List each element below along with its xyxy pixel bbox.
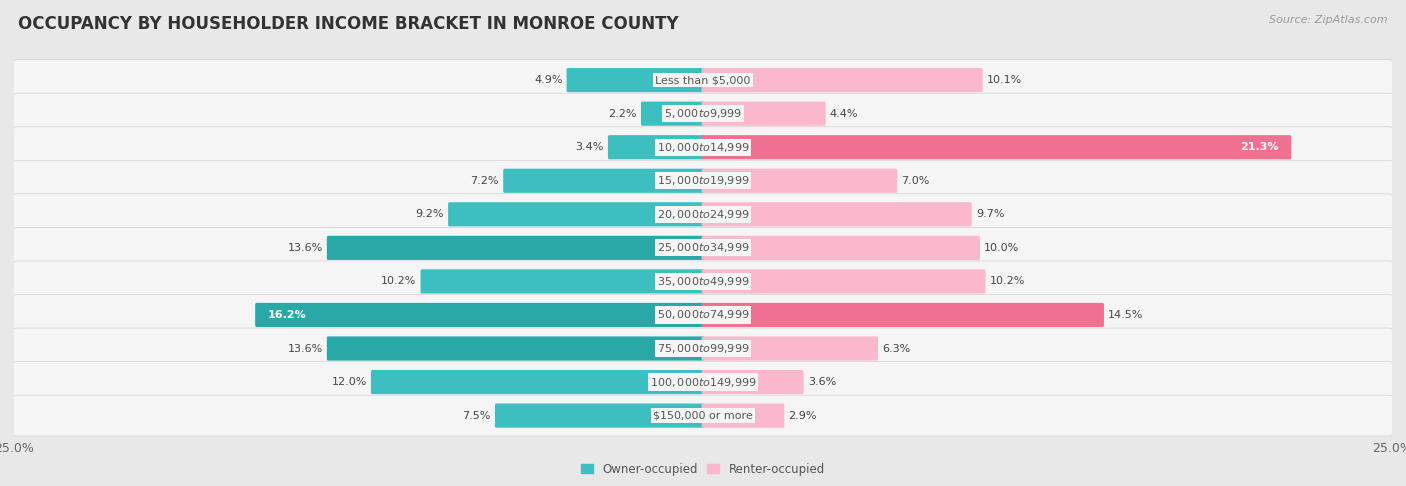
- Text: 9.2%: 9.2%: [415, 209, 444, 219]
- Text: $15,000 to $19,999: $15,000 to $19,999: [657, 174, 749, 187]
- Text: Less than $5,000: Less than $5,000: [655, 75, 751, 85]
- Text: 21.3%: 21.3%: [1240, 142, 1279, 152]
- Text: $35,000 to $49,999: $35,000 to $49,999: [657, 275, 749, 288]
- Text: $150,000 or more: $150,000 or more: [654, 411, 752, 420]
- Text: 10.2%: 10.2%: [381, 277, 416, 286]
- FancyBboxPatch shape: [13, 127, 1393, 168]
- Text: 3.4%: 3.4%: [575, 142, 603, 152]
- Text: 3.6%: 3.6%: [807, 377, 837, 387]
- Text: 10.2%: 10.2%: [990, 277, 1025, 286]
- FancyBboxPatch shape: [702, 135, 1291, 159]
- Text: Source: ZipAtlas.com: Source: ZipAtlas.com: [1270, 15, 1388, 25]
- FancyBboxPatch shape: [702, 336, 877, 361]
- Text: 7.5%: 7.5%: [463, 411, 491, 420]
- FancyBboxPatch shape: [449, 202, 704, 226]
- FancyBboxPatch shape: [13, 160, 1393, 201]
- Text: $20,000 to $24,999: $20,000 to $24,999: [657, 208, 749, 221]
- Text: $25,000 to $34,999: $25,000 to $34,999: [657, 242, 749, 254]
- FancyBboxPatch shape: [702, 68, 983, 92]
- Legend: Owner-occupied, Renter-occupied: Owner-occupied, Renter-occupied: [576, 458, 830, 481]
- FancyBboxPatch shape: [702, 202, 972, 226]
- Text: $5,000 to $9,999: $5,000 to $9,999: [664, 107, 742, 120]
- Text: 2.9%: 2.9%: [789, 411, 817, 420]
- FancyBboxPatch shape: [702, 403, 785, 428]
- Text: $10,000 to $14,999: $10,000 to $14,999: [657, 141, 749, 154]
- FancyBboxPatch shape: [13, 261, 1393, 302]
- FancyBboxPatch shape: [371, 370, 704, 394]
- Text: 2.2%: 2.2%: [609, 109, 637, 119]
- FancyBboxPatch shape: [567, 68, 704, 92]
- Text: 12.0%: 12.0%: [332, 377, 367, 387]
- FancyBboxPatch shape: [702, 370, 804, 394]
- Text: 7.2%: 7.2%: [471, 176, 499, 186]
- FancyBboxPatch shape: [13, 295, 1393, 335]
- Text: $50,000 to $74,999: $50,000 to $74,999: [657, 309, 749, 321]
- FancyBboxPatch shape: [702, 269, 986, 294]
- FancyBboxPatch shape: [702, 303, 1104, 327]
- FancyBboxPatch shape: [420, 269, 704, 294]
- Text: 4.9%: 4.9%: [534, 75, 562, 85]
- FancyBboxPatch shape: [495, 403, 704, 428]
- Text: 16.2%: 16.2%: [267, 310, 307, 320]
- Text: 9.7%: 9.7%: [976, 209, 1004, 219]
- Text: 13.6%: 13.6%: [287, 243, 323, 253]
- FancyBboxPatch shape: [641, 102, 704, 126]
- FancyBboxPatch shape: [702, 169, 897, 193]
- FancyBboxPatch shape: [13, 93, 1393, 134]
- Text: 6.3%: 6.3%: [882, 344, 910, 353]
- FancyBboxPatch shape: [13, 395, 1393, 436]
- FancyBboxPatch shape: [702, 102, 825, 126]
- Text: 10.0%: 10.0%: [984, 243, 1019, 253]
- Text: 7.0%: 7.0%: [901, 176, 929, 186]
- FancyBboxPatch shape: [326, 336, 704, 361]
- Text: $100,000 to $149,999: $100,000 to $149,999: [650, 376, 756, 388]
- FancyBboxPatch shape: [503, 169, 704, 193]
- Text: OCCUPANCY BY HOUSEHOLDER INCOME BRACKET IN MONROE COUNTY: OCCUPANCY BY HOUSEHOLDER INCOME BRACKET …: [18, 15, 679, 33]
- FancyBboxPatch shape: [13, 194, 1393, 235]
- FancyBboxPatch shape: [13, 227, 1393, 268]
- FancyBboxPatch shape: [13, 328, 1393, 369]
- FancyBboxPatch shape: [13, 362, 1393, 402]
- FancyBboxPatch shape: [607, 135, 704, 159]
- Text: 14.5%: 14.5%: [1108, 310, 1143, 320]
- FancyBboxPatch shape: [254, 303, 704, 327]
- FancyBboxPatch shape: [702, 236, 980, 260]
- Text: 4.4%: 4.4%: [830, 109, 858, 119]
- Text: 13.6%: 13.6%: [287, 344, 323, 353]
- FancyBboxPatch shape: [326, 236, 704, 260]
- Text: 10.1%: 10.1%: [987, 75, 1022, 85]
- Text: $75,000 to $99,999: $75,000 to $99,999: [657, 342, 749, 355]
- FancyBboxPatch shape: [13, 60, 1393, 101]
